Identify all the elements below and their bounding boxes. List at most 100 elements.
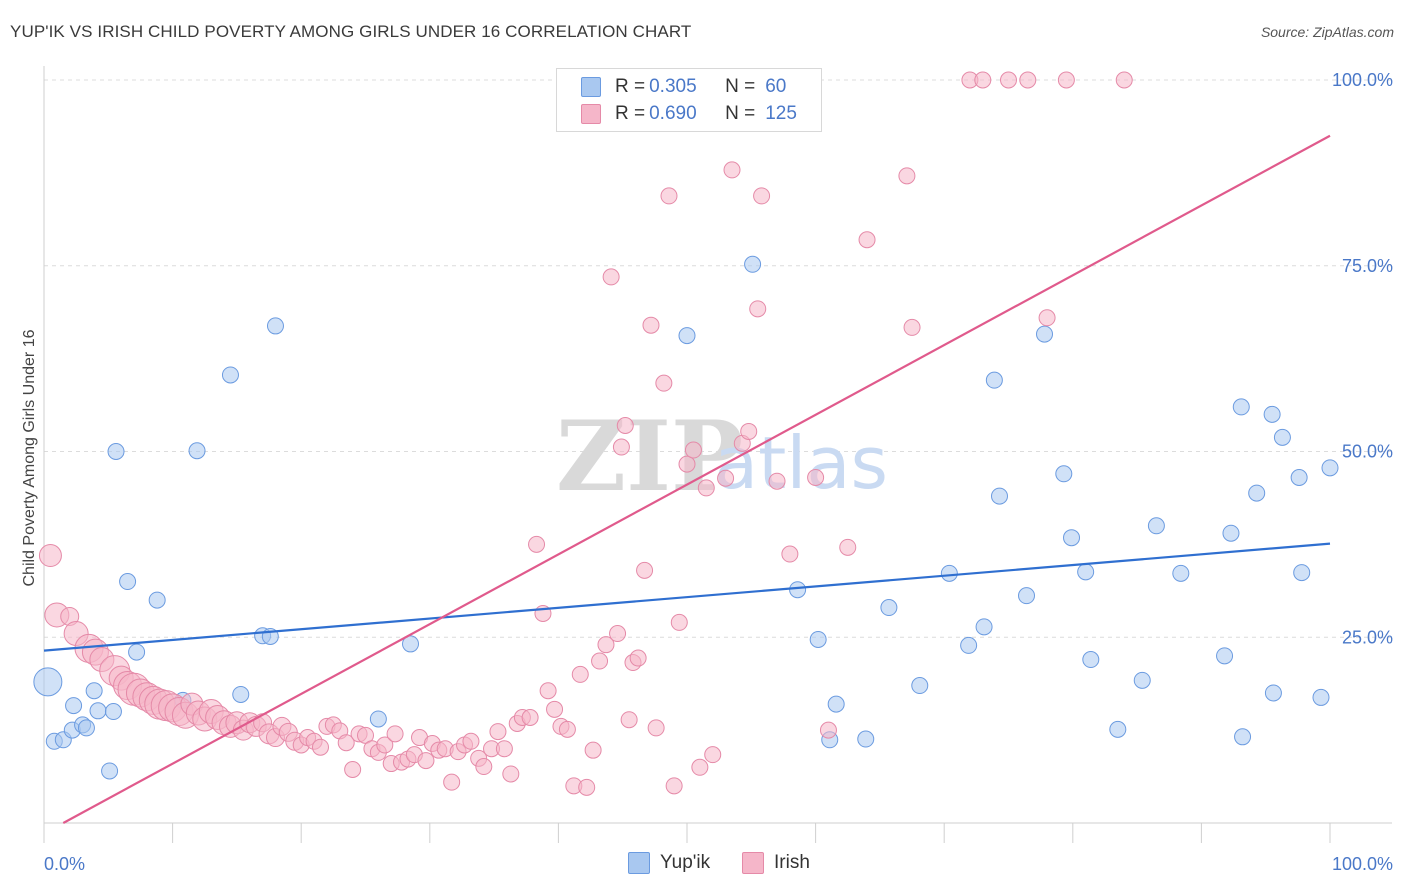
point-yupik	[148, 591, 166, 609]
legend-n-value: 60	[765, 76, 787, 97]
point-yupik	[985, 371, 1003, 389]
point-irish	[636, 561, 654, 579]
point-irish	[597, 636, 615, 654]
point-irish	[697, 479, 715, 497]
point-irish	[858, 231, 876, 249]
point-irish	[642, 316, 660, 334]
scatter-points	[33, 70, 1339, 796]
point-yupik	[1036, 325, 1054, 343]
point-yupik	[940, 564, 958, 582]
point-irish	[495, 740, 513, 758]
point-irish	[781, 545, 799, 563]
point-irish	[753, 187, 771, 205]
point-irish	[602, 268, 620, 286]
series-label-yupik: Yup'ik	[660, 852, 711, 873]
point-irish	[1057, 71, 1075, 89]
point-irish	[974, 71, 992, 89]
point-yupik	[101, 762, 119, 780]
point-irish	[578, 778, 596, 796]
axes	[43, 66, 1392, 843]
legend-row-irish: R = 0.690 N = 125	[581, 101, 797, 127]
point-irish	[462, 732, 480, 750]
point-irish	[903, 318, 921, 336]
point-yupik	[1082, 651, 1100, 669]
point-irish	[620, 711, 638, 729]
point-yupik	[1133, 671, 1151, 689]
point-yupik	[65, 697, 83, 715]
point-yupik	[1232, 398, 1250, 416]
point-irish	[546, 700, 564, 718]
point-yupik	[107, 443, 125, 460]
point-yupik	[789, 581, 807, 599]
point-yupik	[857, 730, 875, 748]
point-yupik	[1321, 459, 1339, 477]
point-yupik	[1263, 405, 1281, 423]
series-legend-irish[interactable]: Irish	[742, 852, 810, 874]
point-yupik	[1018, 587, 1036, 605]
x-tick-label: 0.0%	[44, 854, 85, 874]
x-tick-label: 100.0%	[1332, 854, 1393, 874]
trend-line-yupik	[43, 542, 1331, 652]
series-legend-yupik[interactable]: Yup'ik	[628, 852, 710, 874]
point-yupik	[880, 599, 898, 617]
point-yupik	[678, 327, 696, 345]
series-label-irish: Irish	[774, 852, 810, 873]
point-irish	[768, 472, 786, 490]
point-yupik	[221, 366, 239, 384]
point-irish	[344, 761, 362, 779]
point-irish	[670, 613, 688, 631]
point-yupik	[232, 685, 250, 703]
point-yupik	[809, 630, 827, 648]
point-irish	[807, 469, 825, 487]
point-irish	[1038, 309, 1056, 327]
series-swatch-yupik	[628, 852, 650, 874]
point-yupik	[402, 635, 420, 653]
point-yupik	[827, 695, 845, 713]
y-tick-label: 50.0%	[1342, 442, 1393, 462]
point-irish	[337, 734, 355, 752]
point-yupik	[975, 618, 993, 636]
point-irish	[704, 746, 722, 764]
series-swatch-irish	[742, 852, 764, 874]
point-irish	[665, 777, 683, 795]
point-irish	[616, 416, 634, 434]
point-yupik	[1063, 529, 1081, 547]
trend-line-irish	[62, 134, 1331, 824]
point-yupik	[1147, 517, 1165, 535]
point-irish	[629, 649, 647, 667]
point-irish	[539, 682, 557, 700]
point-yupik	[1109, 720, 1127, 738]
point-irish	[749, 300, 767, 318]
legend-r-value: 0.305	[649, 76, 697, 97]
gridlines	[44, 79, 1392, 638]
point-irish	[839, 538, 857, 556]
point-yupik	[1222, 524, 1240, 542]
point-irish	[1019, 71, 1037, 89]
point-irish	[489, 723, 507, 741]
point-irish	[528, 535, 546, 553]
point-yupik	[990, 487, 1008, 505]
y-axis-title: Child Poverty Among Girls Under 16	[21, 329, 38, 586]
legend-r-label: R =	[615, 76, 646, 97]
point-irish	[740, 422, 758, 440]
legend-row-yupik: R = 0.305 N = 60	[581, 74, 786, 100]
point-irish	[684, 441, 702, 459]
point-yupik	[744, 255, 762, 273]
point-yupik	[1312, 688, 1330, 706]
point-irish	[612, 438, 630, 456]
y-tick-label: 100.0%	[1332, 70, 1393, 90]
point-irish	[38, 544, 62, 568]
point-irish	[521, 708, 539, 726]
point-yupik	[1234, 728, 1252, 746]
point-yupik	[1290, 469, 1308, 487]
point-yupik	[188, 442, 206, 460]
axis-labels: 25.0% 50.0% 75.0% 100.0% 0.0% 100.0% Child Pov…	[21, 70, 1393, 874]
point-irish	[311, 738, 329, 756]
point-yupik	[911, 677, 929, 695]
legend-n-value: 125	[765, 103, 797, 124]
point-yupik	[89, 702, 107, 720]
point-irish	[475, 758, 493, 776]
watermark: ZIP atlas	[556, 400, 888, 513]
point-yupik	[1248, 484, 1266, 502]
point-yupik	[128, 643, 146, 661]
